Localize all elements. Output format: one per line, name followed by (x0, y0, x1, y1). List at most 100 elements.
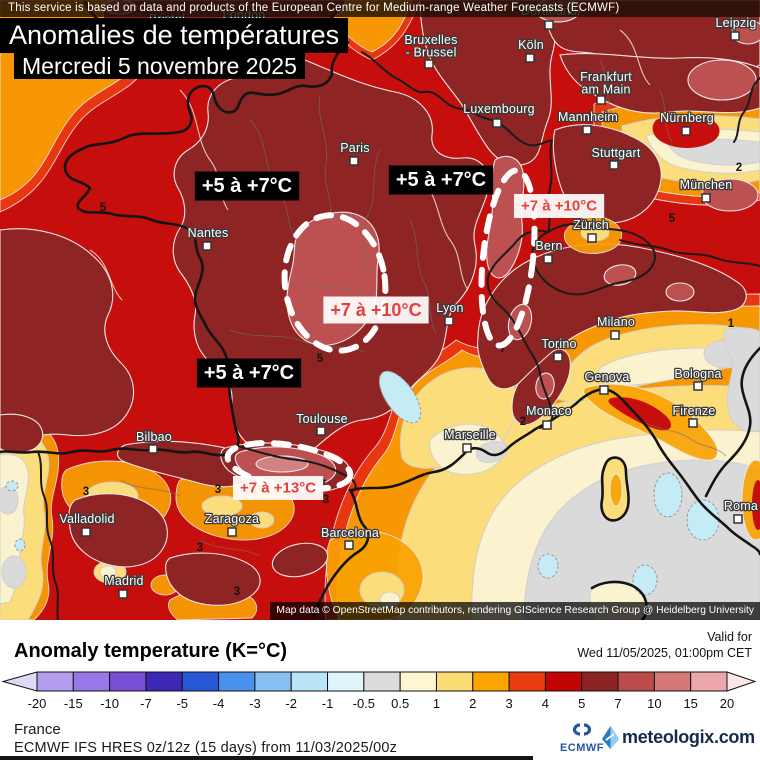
contour-label: 3 (83, 486, 89, 498)
city-label: Bilbao (136, 430, 172, 444)
city-marker (587, 233, 597, 243)
ecmwf-logo-text: ECMWF (559, 742, 605, 754)
anomaly-label-text: +5 à +7°C (204, 362, 294, 384)
anomaly-label-box (323, 296, 429, 324)
city-label: Firenze (672, 404, 715, 418)
coast-france-west (0, 40, 350, 457)
city-label: Toulouse (296, 412, 348, 426)
scale-cell (36, 671, 74, 692)
scale-tick-label: -3 (249, 696, 261, 711)
city-marker (543, 254, 553, 264)
scale-right-arrow (726, 671, 757, 692)
city-label: Nantes (188, 226, 229, 240)
city-toulouse: Toulouse (295, 411, 349, 436)
contour-label: 7 (500, 343, 506, 355)
color-scale: -20 -15 -10 -7 -5 -4 -3 -2 -1 -0.5 0.5 1 2 3 4 5 7 10 15 20 (1, 671, 757, 711)
city-nantes: Nantes (186, 225, 230, 251)
scale-cell (181, 671, 220, 692)
scale-cell (617, 671, 655, 692)
anomaly-label-box (232, 476, 324, 500)
bottom-edge-strip (0, 756, 533, 760)
city-marker (688, 418, 698, 428)
anomaly-label-text: +7 à +10°C (521, 198, 597, 215)
city-marker (492, 118, 502, 128)
scale-cell (218, 671, 256, 692)
city-marker (148, 444, 158, 454)
contour-label: 3 (323, 494, 329, 506)
city-monaco: Monaco (525, 403, 573, 430)
city-valladolid: Valladolid (58, 511, 116, 537)
scale-tick-label: -15 (64, 696, 83, 711)
city-marker (316, 426, 326, 436)
city-firenze: Firenze (671, 403, 717, 428)
anomaly-label-text: +5 à +7°C (202, 175, 292, 197)
meteologix-icon (602, 726, 619, 749)
city-marker (596, 95, 606, 105)
anomaly-label: +5 à +7°C (194, 171, 300, 201)
ecmwf-icon (572, 723, 592, 736)
scale-tick-label: -5 (176, 696, 188, 711)
city-marseille: Marseille (443, 427, 497, 453)
city-label: Köln (518, 38, 544, 52)
city-marker (544, 20, 554, 30)
city-label: Nürnberg (660, 111, 714, 125)
anomaly-label: +5 à +7°C (196, 358, 302, 388)
city-marker (349, 156, 359, 166)
scale-tick-label: -4 (213, 696, 225, 711)
contour-label: 5 (317, 353, 324, 365)
city-lyon: Lyon (435, 300, 465, 326)
contour-label: 2 (520, 416, 526, 428)
city-barcelona: Barcelona (320, 525, 380, 550)
anomaly-label-box (388, 165, 494, 195)
scale-tick-label: 3 (505, 696, 512, 711)
scale-cell (72, 671, 111, 692)
city-torino: Torino (540, 336, 578, 362)
service-notice-bar: This service is based on data and produc… (0, 0, 760, 17)
contour-label: 5 (100, 202, 107, 214)
city-marker (730, 31, 740, 41)
anomaly-label-box (513, 194, 605, 218)
meteologix-logo[interactable]: meteologix.com (602, 726, 755, 749)
border-portugal-spain (37, 451, 59, 620)
border-pyrenees (237, 445, 357, 493)
map-title: Anomalies de températures (0, 18, 349, 53)
anomaly-map: 5577325233331 BristolLondonBruxelles- Br… (0, 0, 760, 620)
scale-tick-label: -2 (285, 696, 297, 711)
city-label: Luxembourg (463, 102, 535, 116)
scale-cell (327, 671, 365, 692)
city-stuttgart: Stuttgart (590, 145, 642, 170)
city-marker (81, 527, 91, 537)
scale-cell (581, 671, 619, 692)
scale-tick-label: -1 (322, 696, 334, 711)
valid-for-label: Valid for (707, 630, 752, 644)
legend-title: Anomaly temperature (K=°C) (14, 640, 288, 662)
ecmwf-logo[interactable]: ECMWF (558, 722, 606, 754)
scale-tick-label: 0.5 (391, 696, 409, 711)
anomaly-label-text: +7 à +13°C (240, 480, 316, 497)
city-label: Stuttgart (591, 146, 640, 160)
contour-label: 5 (669, 213, 676, 225)
scale-cell (290, 671, 329, 692)
city-label: Zürich (573, 218, 609, 232)
scale-cell (544, 671, 583, 692)
city-marker (582, 125, 592, 135)
valid-datetime: Wed 11/05/2025, 01:00pm CET (577, 646, 752, 660)
city-bilbao: Bilbao (135, 429, 173, 454)
scale-cell (508, 671, 546, 692)
city-marker (202, 241, 212, 251)
city-label: Frankfurt (580, 70, 632, 84)
city-k-ln: Köln (517, 37, 545, 63)
anomaly-label-box (196, 358, 302, 388)
city-marker (227, 527, 237, 537)
city-label: Mannheim (558, 110, 618, 124)
city-m-nchen: München (678, 177, 734, 203)
city-n-rnberg: Nürnberg (659, 110, 715, 136)
anomaly-range-labels: +5 à +7°C +5 à +7°C +5 à +7°C +7 à +10°C +7 … (194, 165, 605, 500)
city-label: Torino (541, 337, 576, 351)
contour-label: 3 (234, 586, 240, 598)
scale-cell (472, 671, 510, 692)
scale-tick-label: 7 (614, 696, 621, 711)
scale-cell (435, 671, 474, 692)
city-milano: Milano (596, 314, 636, 340)
